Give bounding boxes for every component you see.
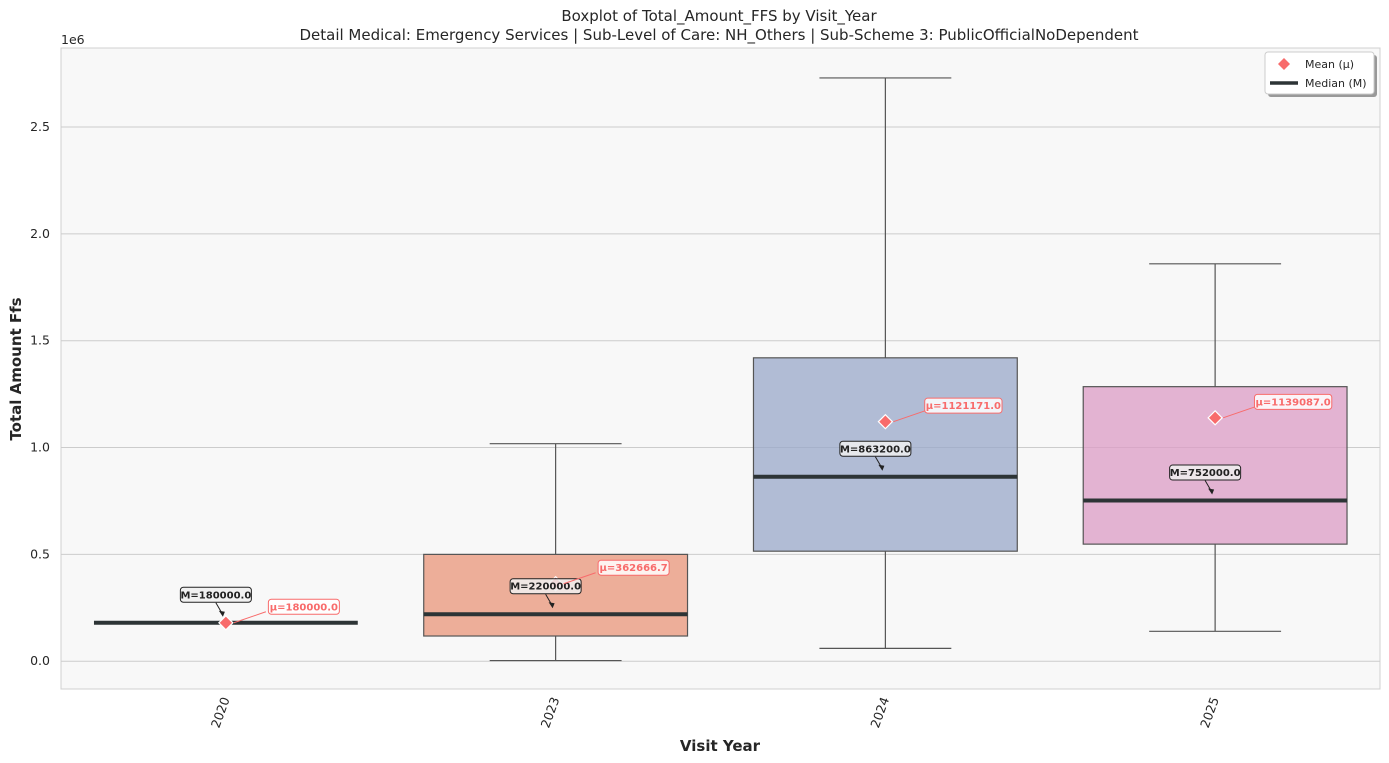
mean-annotation-text: μ=1121171.0 — [926, 401, 1001, 412]
median-annotation-text: M=863200.0 — [840, 444, 911, 455]
legend-mean-label: Mean (μ) — [1305, 58, 1354, 71]
median-arrowhead — [878, 464, 885, 471]
median-annotation-text: M=752000.0 — [1170, 468, 1241, 479]
x-tick-label: 2024 — [867, 695, 892, 730]
mean-annotation-text: μ=180000.0 — [270, 602, 338, 613]
mean-arrow — [893, 410, 926, 423]
mean-annotation: μ=362666.7 — [597, 559, 670, 576]
legend-median-label: Median (M) — [1305, 77, 1367, 90]
y-tick-label: 0.5 — [30, 546, 50, 561]
x-axis-label: Visit Year — [680, 737, 761, 755]
mean-marker — [1207, 409, 1223, 426]
median-annotation-frame — [509, 578, 582, 595]
y-tick-label: 1.0 — [30, 440, 50, 455]
mean-arrow — [563, 572, 596, 585]
x-tick-labels: 2020 2023 2024 2025 — [208, 695, 1222, 730]
median-arrowhead — [1208, 488, 1215, 495]
chart-subtitle: Detail Medical: Emergency Services | Sub… — [299, 26, 1138, 45]
y-tick-label: 2.0 — [30, 226, 50, 241]
grid-lines — [61, 126, 1380, 662]
median-annotation: M=180000.0 — [179, 586, 252, 603]
mean-marker — [877, 413, 894, 430]
median-arrowhead — [548, 602, 555, 609]
y-tick-labels: 0.0 0.5 1.0 1.5 2.0 2.5 — [30, 119, 50, 668]
mean-annotation-frame — [267, 598, 340, 615]
box-2024: M=863200.0 μ=1121171.0 — [752, 77, 1018, 650]
median-annotation: M=752000.0 — [1169, 464, 1242, 481]
box-2020: M=180000.0 μ=180000.0 — [93, 586, 358, 631]
mean-annotation-frame — [924, 397, 1003, 414]
legend-mean-diamond-icon — [1278, 58, 1290, 70]
median-annotation-frame — [839, 440, 912, 457]
mean-arrow — [1222, 406, 1256, 419]
median-annotation-frame — [179, 586, 252, 603]
box-2023: M=220000.0 μ=362666.7 — [423, 443, 689, 662]
mean-annotation-frame — [1253, 393, 1333, 410]
median-annotation: M=863200.0 — [839, 440, 912, 457]
x-tick-label: 2025 — [1197, 695, 1222, 730]
mean-annotation: μ=1139087.0 — [1253, 393, 1333, 410]
mean-annotation: μ=1121171.0 — [924, 397, 1003, 414]
plot-area — [60, 47, 1381, 690]
y-tick-label: 2.5 — [30, 119, 50, 134]
legend: Mean (μ) Median (M) — [1264, 51, 1377, 97]
y-scale-label: 1e6 — [61, 32, 85, 47]
median-arrowhead — [218, 610, 225, 617]
y-tick-label: 0.0 — [30, 653, 50, 668]
mean-marker — [218, 614, 234, 631]
mean-annotation-frame — [597, 559, 670, 576]
boxes: M=180000.0 μ=180000.0 M=220000.0 μ=362666.7… — [93, 77, 1348, 662]
y-tick-label: 1.5 — [30, 333, 50, 348]
x-tick-label: 2023 — [537, 695, 562, 730]
mean-annotation-text: μ=1139087.0 — [1256, 397, 1331, 408]
box-2025: M=752000.0 μ=1139087.0 — [1082, 263, 1348, 632]
median-annotation-text: M=220000.0 — [510, 582, 581, 593]
median-annotation-frame — [1169, 464, 1242, 481]
mean-annotation: μ=180000.0 — [267, 598, 340, 615]
mean-arrow — [233, 611, 267, 624]
median-annotation: M=220000.0 — [509, 578, 582, 595]
y-axis-label: Total Amount Ffs — [7, 297, 25, 440]
median-annotation-text: M=180000.0 — [180, 590, 251, 601]
mean-annotation-text: μ=362666.7 — [600, 563, 668, 574]
x-tick-label: 2020 — [208, 695, 233, 730]
chart-title: Boxplot of Total_Amount_FFS by Visit_Yea… — [561, 7, 877, 26]
